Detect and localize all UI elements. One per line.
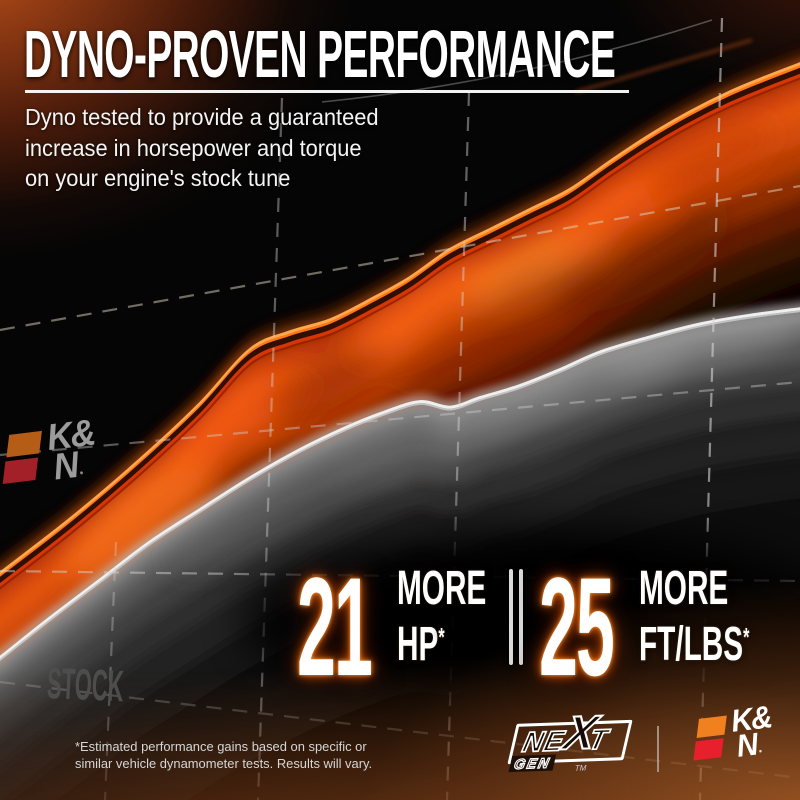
subtitle-line-3: on your engine's stock tune (25, 165, 291, 191)
disclaimer-line-2: similar vehicle dynamometer tests. Resul… (75, 755, 373, 771)
kn-logo-bars (691, 715, 730, 765)
kn-logo-bars (0, 430, 46, 489)
kn-red-bar-icon (2, 457, 39, 485)
title-underline (25, 90, 629, 93)
divider-bar (509, 569, 513, 665)
hp-more-label: MORE (397, 562, 487, 615)
disclaimer-line-1: *Estimated performance gains based on sp… (75, 739, 367, 754)
stock-curve-label: STOCK (45, 659, 125, 712)
nextgen-logo-box: NE X T GEN TM (507, 704, 633, 773)
kn-logo-text: K& N (45, 412, 99, 488)
nextgen-logo: NE X T GEN TM (507, 704, 633, 773)
nextgen-logo-text: NE X T (519, 704, 612, 761)
subtitle: Dyno tested to provide a guaranteed incr… (25, 102, 379, 194)
hp-unit-label: HP* (397, 618, 445, 671)
subtitle-line-2: increase in horsepower and torque (25, 134, 362, 161)
hp-gain-labels: MORE HP* (397, 565, 505, 669)
torque-asterisk: * (742, 622, 749, 652)
kn-orange-bar-icon (6, 430, 42, 458)
hp-asterisk: * (438, 622, 445, 652)
stats-divider (509, 569, 523, 665)
trademark-dot (79, 471, 83, 475)
performance-stats: 21 MORE HP* 25 MORE FT/LBS* (297, 557, 779, 697)
kn-logo-text-bottom: N (735, 727, 775, 764)
kn-logo-text-bottom: N (51, 444, 99, 488)
hp-gain-value: 21 (297, 548, 373, 705)
subtitle-line-1: Dyno tested to provide a guaranteed (25, 104, 379, 130)
trademark-dot (758, 750, 762, 753)
page-title: DYNO-PROVEN PERFORMANCE (24, 17, 616, 92)
torque-gain-value: 25 (538, 548, 615, 705)
footer-logo-separator (657, 726, 659, 772)
nextgen-trademark: TM (573, 763, 588, 773)
disclaimer-text: *Estimated performance gains based on sp… (75, 739, 372, 772)
kn-logo-side: K& N (0, 412, 102, 489)
kn-logo-text: K& N (729, 699, 776, 764)
divider-bar (519, 569, 523, 665)
torque-gain-labels: MORE FT/LBS* (639, 565, 779, 669)
torque-unit-label: FT/LBS* (638, 618, 749, 671)
torque-more-label: MORE (638, 562, 728, 615)
nextgen-gen: GEN (508, 754, 557, 773)
kn-red-bar-icon (693, 738, 724, 761)
kn-orange-bar-icon (696, 715, 727, 739)
kn-logo-footer: K& N (690, 699, 778, 765)
